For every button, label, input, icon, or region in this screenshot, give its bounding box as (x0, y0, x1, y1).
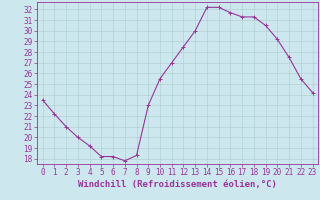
X-axis label: Windchill (Refroidissement éolien,°C): Windchill (Refroidissement éolien,°C) (78, 180, 277, 189)
